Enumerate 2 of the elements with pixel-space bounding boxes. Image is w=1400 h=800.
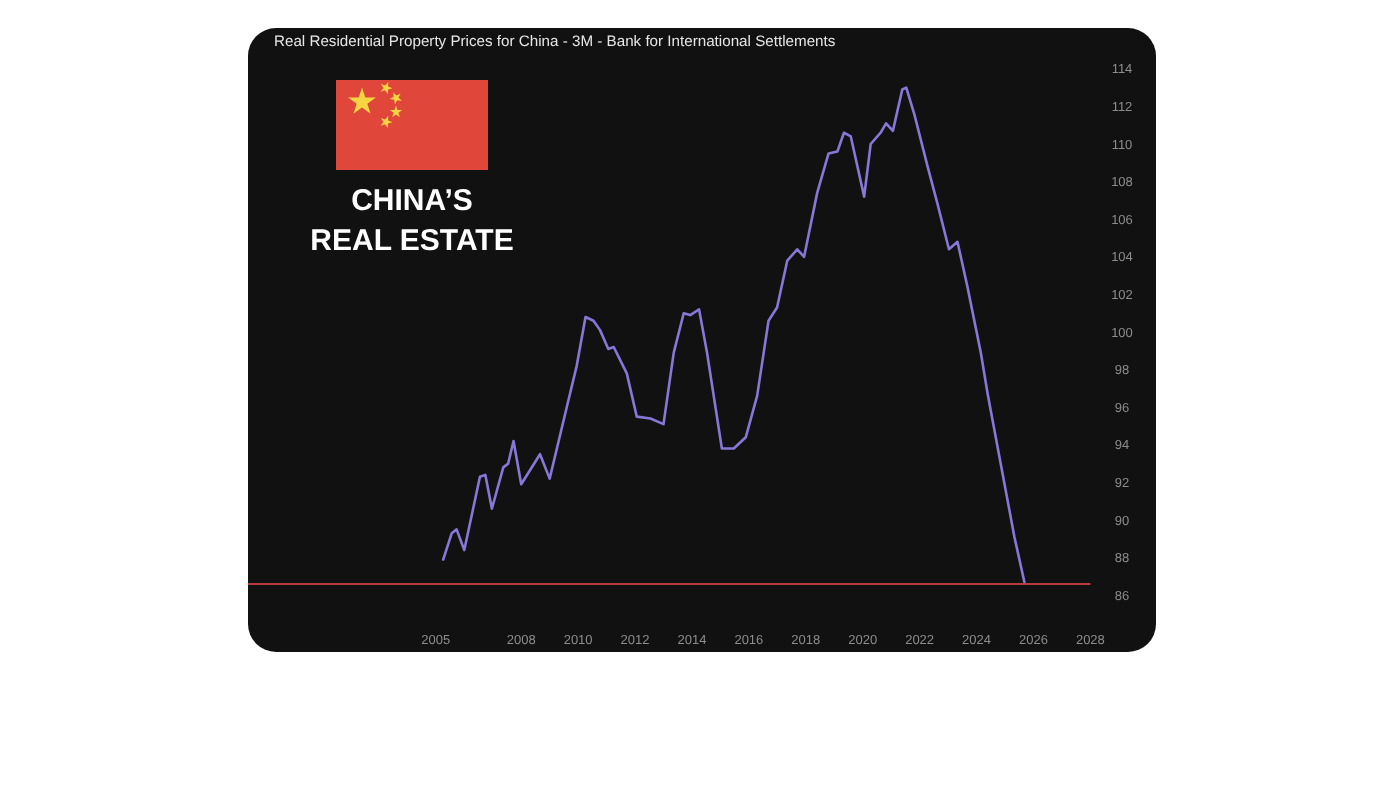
annotation: REAL ESTATE <box>310 224 514 258</box>
annotation: CHINA’S <box>351 184 473 218</box>
